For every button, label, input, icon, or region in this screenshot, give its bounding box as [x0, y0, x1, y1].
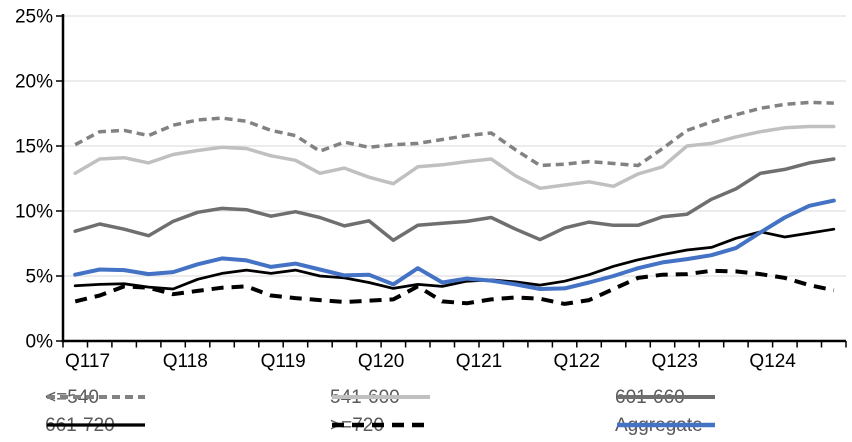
series-line-541-600: [73, 124, 836, 191]
x-tick-label: Q121: [456, 351, 502, 372]
y-tick-label: 20%: [15, 72, 53, 93]
x-tick-label: Q120: [358, 351, 404, 372]
y-tick-label: 10%: [15, 202, 53, 223]
y-tick-label: 25%: [15, 7, 53, 28]
x-tick-label: Q117: [65, 351, 110, 372]
x-tick-label: Q123: [651, 351, 697, 372]
x-tick-label: Q122: [554, 351, 600, 372]
series-line-601-660: [73, 157, 836, 243]
x-tick-label: Q124: [749, 351, 796, 372]
series-line-661-720: [73, 227, 836, 291]
series-line-<=540: [74, 100, 834, 168]
x-tick-label: Q119: [261, 351, 306, 372]
series-line->=720: [74, 268, 835, 306]
y-tick-label: 15%: [15, 137, 53, 158]
series-line-Aggregate: [73, 198, 836, 291]
y-tick-label: 5%: [26, 267, 54, 288]
x-tick-label: Q118: [163, 351, 208, 372]
y-tick-label: 0%: [26, 332, 54, 353]
